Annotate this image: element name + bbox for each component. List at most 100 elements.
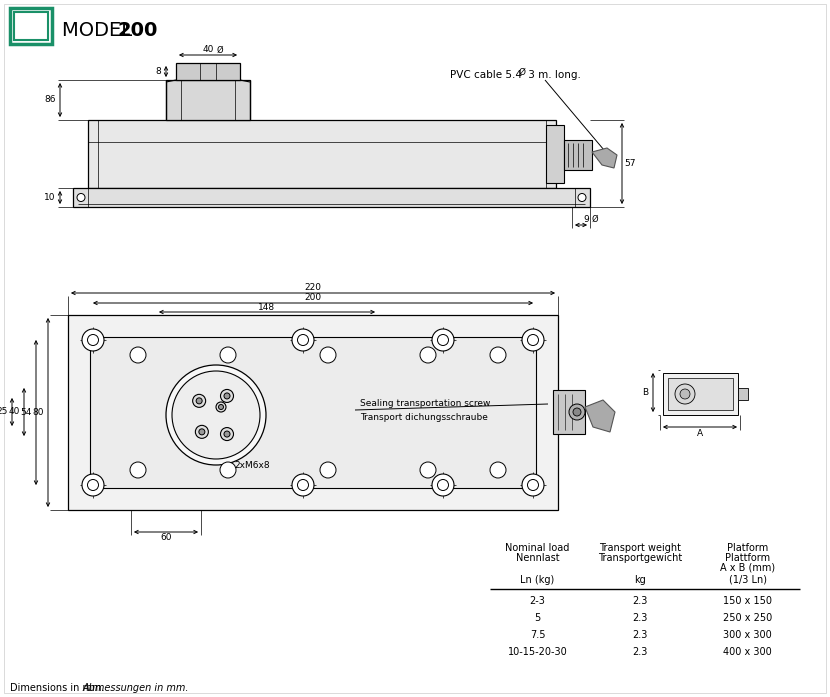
- Text: 40: 40: [8, 408, 20, 417]
- Bar: [546, 125, 564, 183]
- Text: 400 x 300: 400 x 300: [723, 647, 772, 657]
- Circle shape: [221, 390, 233, 402]
- Circle shape: [292, 474, 314, 496]
- Circle shape: [320, 462, 336, 478]
- Circle shape: [490, 347, 506, 363]
- Text: Transport dichungsschraube: Transport dichungsschraube: [360, 413, 488, 422]
- Circle shape: [166, 365, 266, 465]
- Bar: [663, 373, 738, 415]
- Text: Transport weight: Transport weight: [599, 543, 681, 553]
- Text: Nennlast: Nennlast: [515, 553, 559, 563]
- Circle shape: [490, 462, 506, 478]
- Text: 80: 80: [32, 408, 44, 417]
- Circle shape: [220, 347, 236, 363]
- Text: kg: kg: [634, 575, 646, 585]
- Text: B: B: [642, 388, 648, 397]
- Circle shape: [220, 462, 236, 478]
- Text: 3 m. long.: 3 m. long.: [525, 70, 581, 80]
- Circle shape: [218, 404, 223, 410]
- Bar: [553, 390, 585, 434]
- Bar: [10, 8, 52, 44]
- Bar: [738, 388, 748, 400]
- Circle shape: [420, 347, 436, 363]
- Text: 60: 60: [160, 533, 172, 542]
- Text: 250 x 250: 250 x 250: [723, 613, 772, 623]
- Bar: [68, 315, 558, 510]
- Text: 2.3: 2.3: [632, 630, 647, 640]
- Text: Nominal load: Nominal load: [505, 543, 569, 553]
- Circle shape: [680, 389, 690, 399]
- Text: 200: 200: [305, 293, 321, 302]
- Text: 2-3: 2-3: [530, 596, 545, 606]
- Text: Abmessungen in mm.: Abmessungen in mm.: [83, 683, 189, 693]
- Circle shape: [221, 427, 233, 441]
- Text: Ø: Ø: [217, 45, 223, 54]
- Circle shape: [82, 329, 104, 351]
- Polygon shape: [585, 400, 615, 432]
- Text: Ln (kg): Ln (kg): [520, 575, 554, 585]
- Circle shape: [224, 393, 230, 399]
- Circle shape: [522, 329, 544, 351]
- Text: A x B (mm): A x B (mm): [720, 563, 775, 573]
- Circle shape: [569, 404, 585, 420]
- Bar: [14, 12, 48, 40]
- Text: 220: 220: [305, 284, 321, 293]
- Text: Ø: Ø: [592, 215, 598, 224]
- Text: 86: 86: [44, 95, 56, 105]
- Bar: [14, 12, 48, 40]
- Circle shape: [320, 347, 336, 363]
- Text: Dimensions in mm.: Dimensions in mm.: [10, 683, 108, 693]
- Text: 57: 57: [624, 159, 636, 168]
- Bar: [176, 63, 240, 80]
- Text: 2.3: 2.3: [632, 596, 647, 606]
- Circle shape: [573, 408, 581, 416]
- Text: 10-15-20-30: 10-15-20-30: [508, 647, 568, 657]
- Text: Transportgewicht: Transportgewicht: [598, 553, 682, 563]
- Text: PVC cable 5.4: PVC cable 5.4: [450, 70, 522, 80]
- Circle shape: [216, 402, 226, 412]
- Text: MODEL: MODEL: [62, 20, 139, 40]
- Circle shape: [292, 329, 314, 351]
- Bar: [668, 378, 733, 410]
- Text: 9: 9: [583, 215, 588, 224]
- Bar: [348, 188, 368, 200]
- Circle shape: [432, 474, 454, 496]
- Text: Ø: Ø: [519, 68, 526, 77]
- Circle shape: [522, 474, 544, 496]
- Text: 200: 200: [117, 20, 158, 40]
- Text: 2.3: 2.3: [632, 613, 647, 623]
- Bar: [418, 188, 438, 200]
- Circle shape: [172, 371, 260, 459]
- Text: 300 x 300: 300 x 300: [723, 630, 772, 640]
- Circle shape: [199, 429, 205, 435]
- Bar: [73, 188, 590, 207]
- Bar: [564, 140, 592, 170]
- Text: 2.3: 2.3: [632, 647, 647, 657]
- Circle shape: [224, 431, 230, 437]
- Text: 5: 5: [535, 613, 540, 623]
- Circle shape: [578, 194, 586, 201]
- Bar: [88, 120, 556, 188]
- Bar: [166, 80, 250, 120]
- Bar: [268, 188, 288, 200]
- Text: 40: 40: [203, 45, 213, 54]
- Circle shape: [77, 194, 85, 201]
- Polygon shape: [592, 148, 617, 168]
- Text: 10: 10: [44, 193, 56, 202]
- Bar: [488, 188, 508, 200]
- Circle shape: [196, 398, 203, 404]
- Text: 8: 8: [155, 67, 161, 76]
- Circle shape: [193, 395, 206, 407]
- Text: Plattform: Plattform: [725, 553, 770, 563]
- Bar: [188, 188, 208, 200]
- Circle shape: [130, 347, 146, 363]
- Circle shape: [82, 474, 104, 496]
- Text: 7.5: 7.5: [530, 630, 545, 640]
- Text: Platform: Platform: [727, 543, 768, 553]
- Circle shape: [420, 462, 436, 478]
- Circle shape: [675, 384, 695, 404]
- Circle shape: [195, 425, 208, 438]
- Text: 148: 148: [258, 302, 276, 312]
- Text: 54: 54: [20, 408, 32, 417]
- Text: 25: 25: [0, 408, 7, 417]
